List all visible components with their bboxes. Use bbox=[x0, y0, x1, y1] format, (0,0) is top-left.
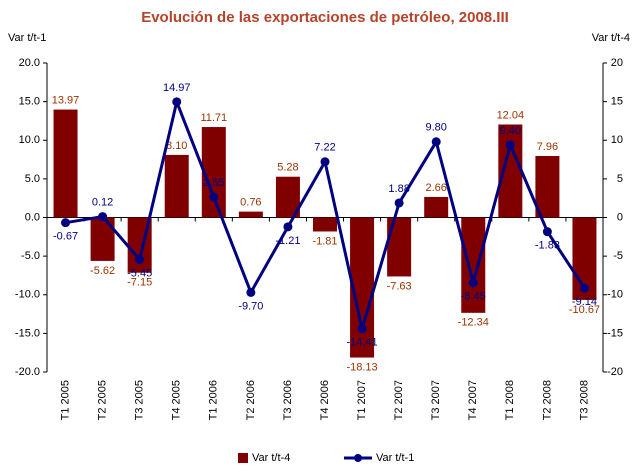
y2-tick-label: -10 bbox=[607, 289, 623, 301]
bar bbox=[313, 217, 337, 232]
line-value-label: 1.88 bbox=[388, 183, 409, 195]
line-value-label: -1.83 bbox=[535, 240, 560, 252]
line-value-label: 9.80 bbox=[425, 122, 446, 134]
y-tick-label: 20.0 bbox=[19, 57, 40, 69]
line-marker bbox=[320, 157, 330, 167]
line-marker bbox=[246, 287, 256, 297]
line-marker bbox=[172, 97, 182, 107]
x-tick-label: T4 2007 bbox=[467, 380, 479, 420]
bar-value-label: -5.62 bbox=[90, 265, 115, 277]
bar bbox=[535, 156, 560, 218]
x-tick-label: T1 2008 bbox=[504, 380, 516, 420]
y2-tick-label: -20 bbox=[607, 366, 623, 378]
bar bbox=[201, 127, 226, 218]
bar-value-label: 0.76 bbox=[240, 197, 261, 209]
bar-value-label: -18.13 bbox=[346, 361, 377, 373]
y-tick-label: -20.0 bbox=[15, 366, 40, 378]
line-marker bbox=[505, 140, 515, 150]
line-marker bbox=[357, 324, 367, 334]
bar-value-label: 13.97 bbox=[52, 94, 80, 106]
bar-value-label: -10.67 bbox=[569, 304, 600, 316]
bar bbox=[461, 217, 486, 313]
x-tick-label: T2 2006 bbox=[245, 380, 257, 420]
y-tick-label: -15.0 bbox=[15, 327, 40, 339]
legend-swatch bbox=[238, 453, 248, 463]
bar-value-label: 7.96 bbox=[537, 141, 558, 153]
bar-value-label: -7.63 bbox=[387, 280, 412, 292]
bar-value-label: 2.66 bbox=[425, 182, 446, 194]
y2-tick-label: 10 bbox=[611, 134, 623, 146]
bar bbox=[424, 196, 449, 218]
line-value-label: -9.14 bbox=[572, 296, 597, 308]
bar-value-label: -7.15 bbox=[127, 277, 152, 289]
y2-tick-label: 15 bbox=[611, 96, 623, 108]
legend-label: Var t/t-1 bbox=[376, 452, 414, 464]
y-tick-label: -5.0 bbox=[21, 250, 40, 262]
line-marker bbox=[431, 137, 441, 147]
legend-swatch-marker bbox=[354, 454, 362, 462]
line-value-label: -1.21 bbox=[275, 235, 300, 247]
x-tick-label: T3 2005 bbox=[134, 380, 146, 420]
y-tick-label: 15.0 bbox=[19, 96, 40, 108]
line-marker bbox=[61, 218, 71, 228]
x-tick-label: T2 2008 bbox=[541, 380, 553, 420]
y-tick-label: 10.0 bbox=[19, 134, 40, 146]
line-marker bbox=[579, 283, 589, 293]
bar bbox=[238, 211, 263, 218]
y-axis-label: Var t/t-1 bbox=[8, 32, 46, 44]
x-tick-label: T1 2006 bbox=[208, 380, 220, 420]
line-value-label: -9.70 bbox=[238, 300, 263, 312]
y2-tick-label: -15 bbox=[607, 327, 623, 339]
line-value-label: 9.40 bbox=[500, 125, 521, 137]
bar-value-label: 12.04 bbox=[497, 109, 525, 121]
y-tick-label: 5.0 bbox=[25, 173, 40, 185]
line-marker bbox=[135, 255, 145, 265]
y-tick-label: 0.0 bbox=[25, 211, 40, 223]
x-tick-label: T3 2008 bbox=[578, 380, 590, 420]
x-tick-label: T2 2007 bbox=[393, 380, 405, 420]
y2-axis-label: Var t/t-4 bbox=[592, 32, 630, 44]
y-tick-label: -10.0 bbox=[15, 289, 40, 301]
line-marker bbox=[394, 198, 404, 208]
bar-value-label: 11.71 bbox=[200, 112, 227, 124]
x-tick-label: T3 2007 bbox=[430, 380, 442, 420]
line-value-label: 2.65 bbox=[203, 177, 224, 189]
line-value-label: 0.12 bbox=[92, 196, 113, 208]
bar-value-label: -12.34 bbox=[458, 317, 489, 329]
line-value-label: -8.45 bbox=[461, 291, 486, 303]
line-marker bbox=[98, 212, 108, 222]
bar bbox=[53, 109, 78, 218]
legend-label: Var t/t-4 bbox=[252, 452, 290, 464]
line-value-label: 14.97 bbox=[163, 82, 191, 94]
line-value-label: -0.67 bbox=[53, 231, 78, 243]
y2-tick-label: -5 bbox=[613, 250, 623, 262]
y2-tick-label: 0 bbox=[617, 211, 623, 223]
y2-tick-label: 5 bbox=[617, 173, 623, 185]
line-marker bbox=[542, 227, 552, 237]
line-marker bbox=[468, 278, 478, 288]
bar bbox=[164, 154, 189, 218]
bar-value-label: 8.10 bbox=[166, 140, 187, 152]
y2-tick-label: 20 bbox=[611, 57, 623, 69]
line-value-label: 7.22 bbox=[314, 142, 335, 154]
line-value-label: -5.45 bbox=[127, 268, 152, 280]
line-value-label: -14.41 bbox=[346, 337, 377, 349]
line-marker bbox=[283, 222, 293, 232]
bar-value-label: -1.81 bbox=[312, 235, 337, 247]
x-tick-label: T1 2005 bbox=[59, 380, 71, 420]
x-tick-label: T4 2005 bbox=[171, 380, 183, 420]
x-tick-label: T2 2005 bbox=[97, 380, 109, 420]
x-tick-label: T4 2006 bbox=[319, 380, 331, 420]
line-marker bbox=[209, 192, 219, 202]
x-tick-label: T1 2007 bbox=[356, 380, 368, 420]
chart-title: Evolución de las exportaciones de petról… bbox=[141, 9, 509, 26]
bar-value-label: 5.28 bbox=[277, 162, 298, 174]
x-tick-label: T3 2006 bbox=[282, 380, 294, 420]
bar bbox=[90, 217, 115, 261]
